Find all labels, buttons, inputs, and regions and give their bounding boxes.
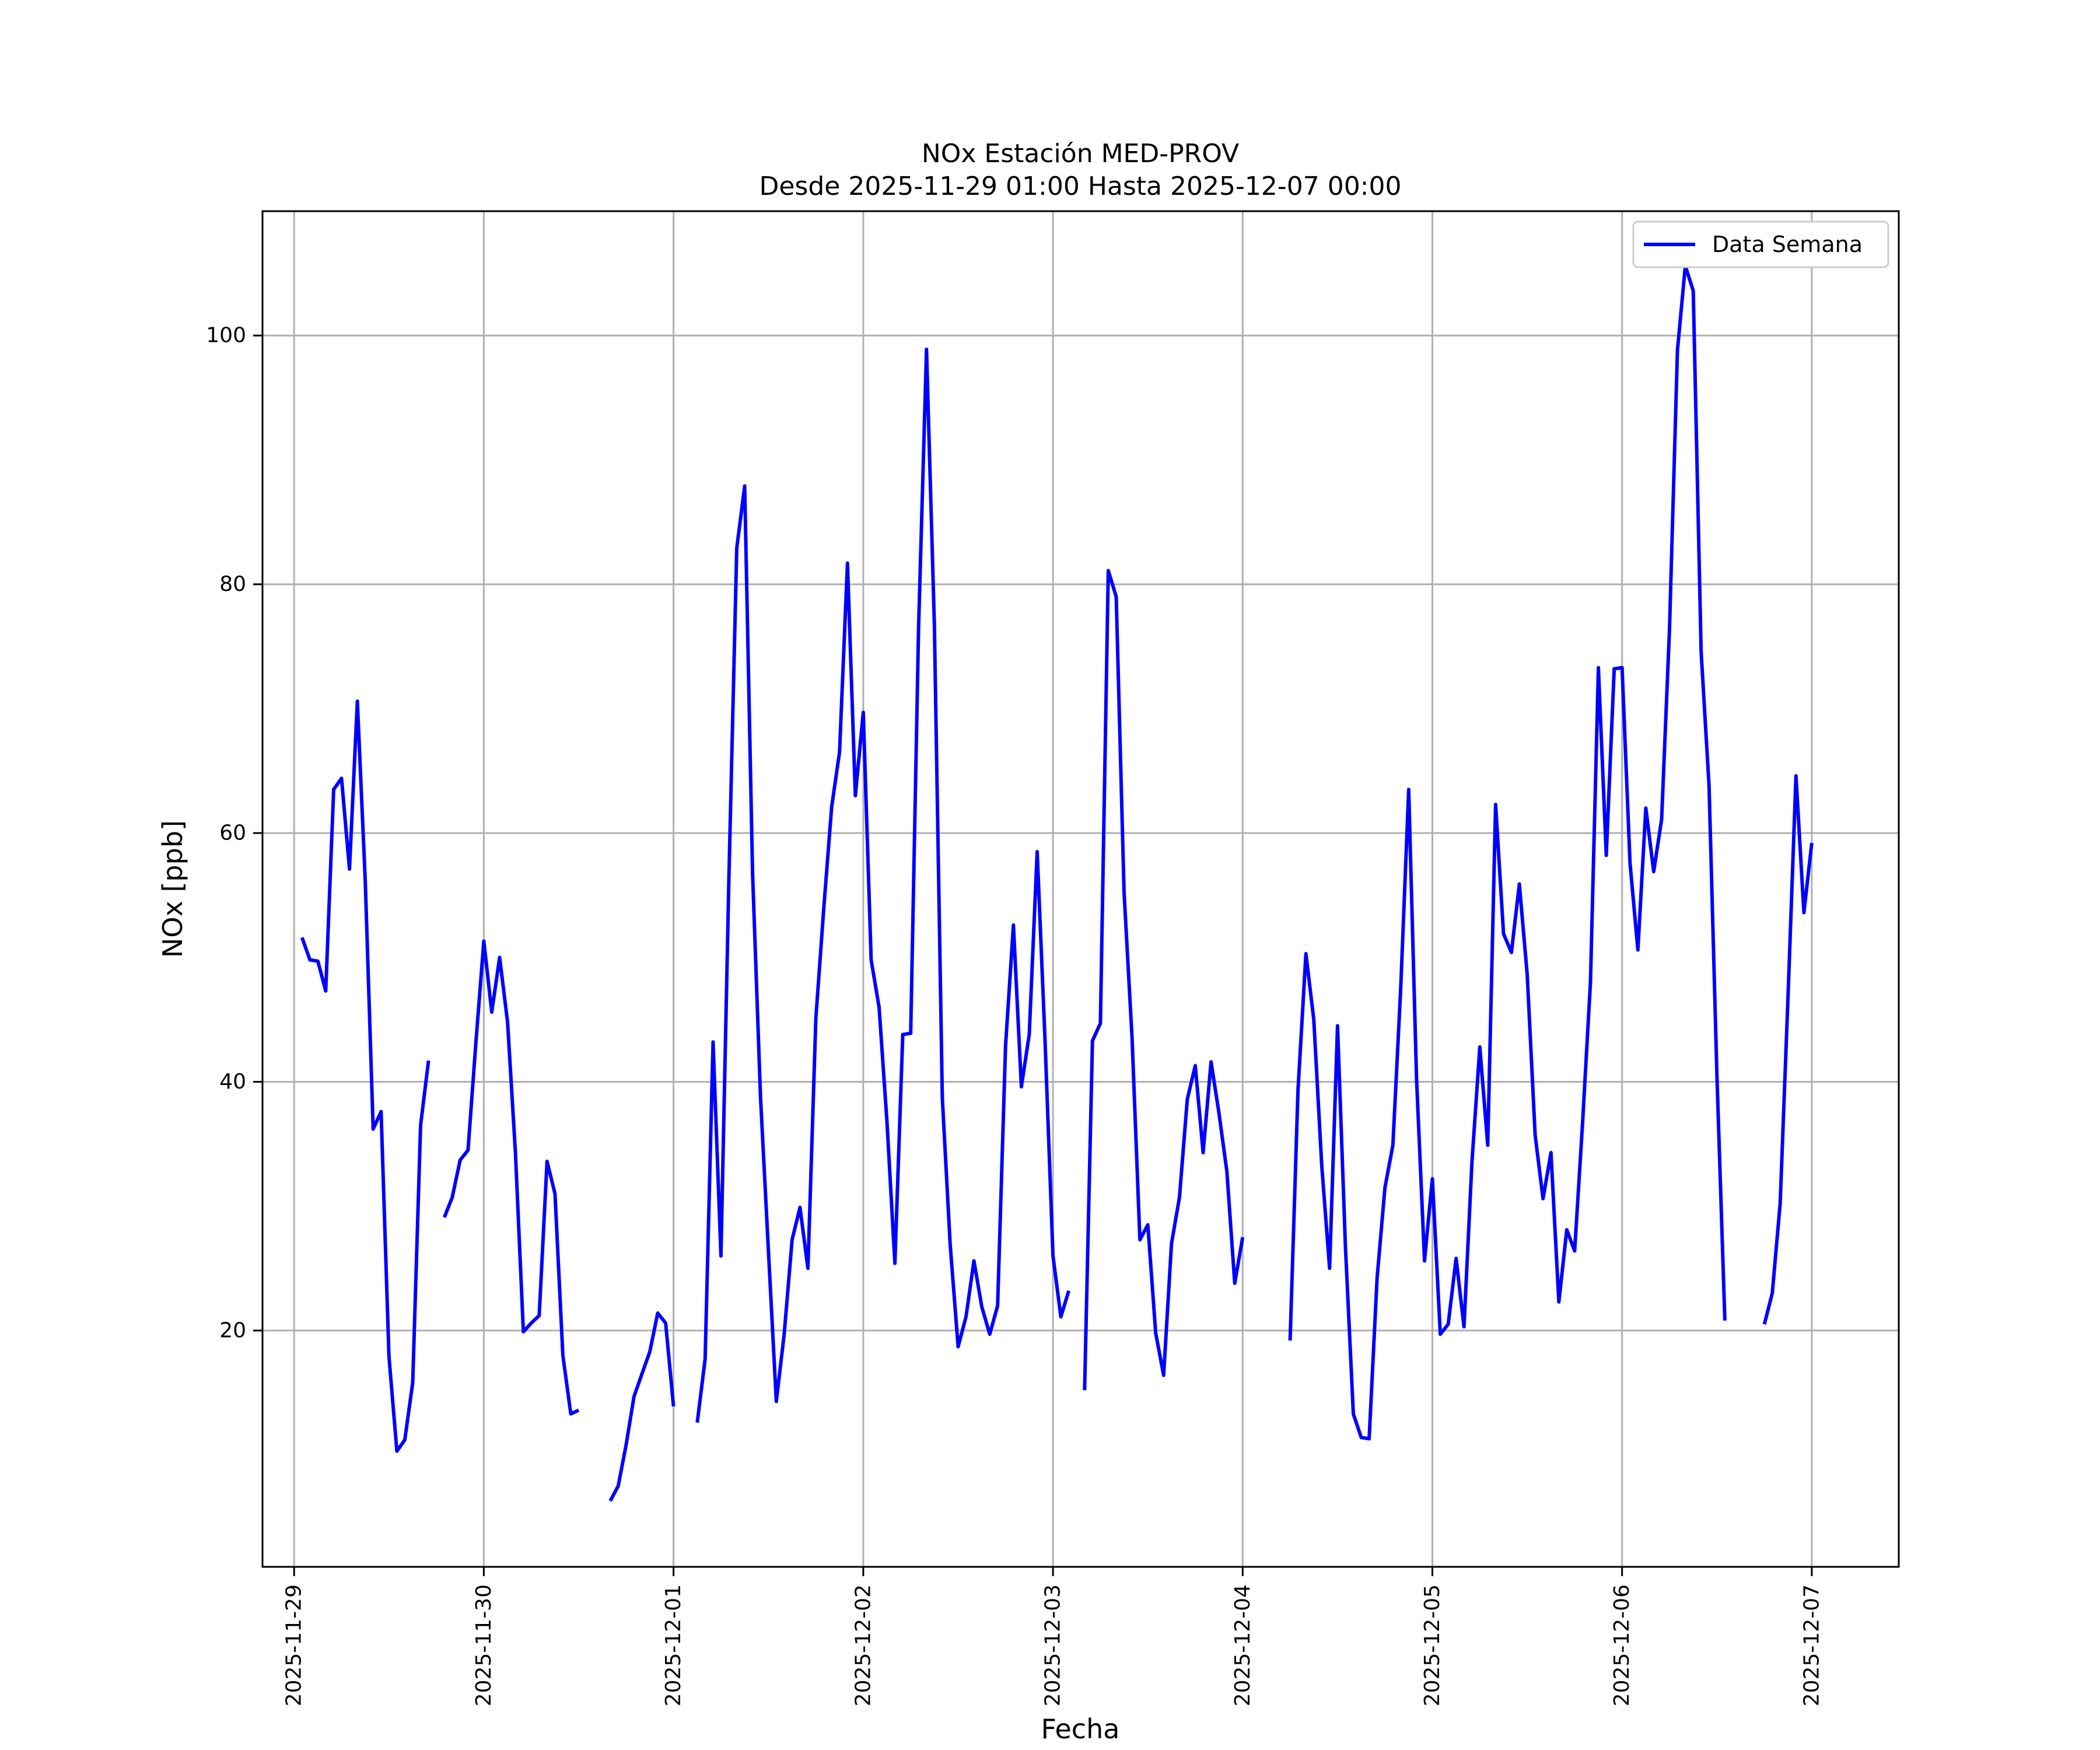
plot-frame	[261, 210, 1900, 1568]
x-tick-label: 2025-11-30	[472, 1584, 496, 1706]
x-axis-label: Fecha	[1041, 1713, 1120, 1745]
series-line-segment	[608, 1311, 676, 1502]
x-tick-label: 2025-11-29	[282, 1584, 306, 1706]
x-axis: 2025-11-29 2025-11-30 2025-12-01 2025-12-02…	[282, 1567, 1824, 1706]
legend-box	[1632, 220, 1889, 268]
series-line-segment	[300, 699, 430, 1453]
x-tick-label: 2025-12-06	[1610, 1584, 1634, 1706]
y-tick-label: 80	[219, 572, 246, 596]
legend-label: Data Semana	[1712, 232, 1863, 257]
chart-title: NOx Estación MED-PROV	[922, 139, 1239, 169]
x-tick-label: 2025-12-05	[1420, 1584, 1444, 1706]
series-line-segment	[442, 939, 580, 1416]
series-line-segment	[1762, 774, 1814, 1325]
y-axis: 20 40 60 80 100	[206, 324, 262, 1342]
series-line-segment	[695, 347, 1071, 1423]
grid	[262, 211, 1899, 1567]
x-tick-label: 2025-12-01	[662, 1584, 685, 1706]
y-tick-label: 60	[219, 821, 246, 845]
y-tick-label: 40	[219, 1070, 246, 1094]
x-tick-label: 2025-12-07	[1800, 1584, 1824, 1706]
y-tick-label: 20	[219, 1318, 246, 1342]
series-line-segment	[1288, 264, 1727, 1441]
y-tick-label: 100	[206, 324, 246, 348]
y-axis-label: NOx [ppb]	[157, 820, 188, 958]
series-line-segment	[1083, 569, 1245, 1391]
x-tick-label: 2025-12-02	[851, 1584, 875, 1706]
series-layer	[300, 264, 1814, 1502]
legend: Data Semana	[1632, 220, 1889, 268]
x-tick-label: 2025-12-04	[1231, 1584, 1255, 1706]
chart-subtitle: Desde 2025-11-29 01:00 Hasta 2025-12-07 …	[759, 172, 1401, 201]
x-tick-label: 2025-12-03	[1041, 1584, 1065, 1706]
